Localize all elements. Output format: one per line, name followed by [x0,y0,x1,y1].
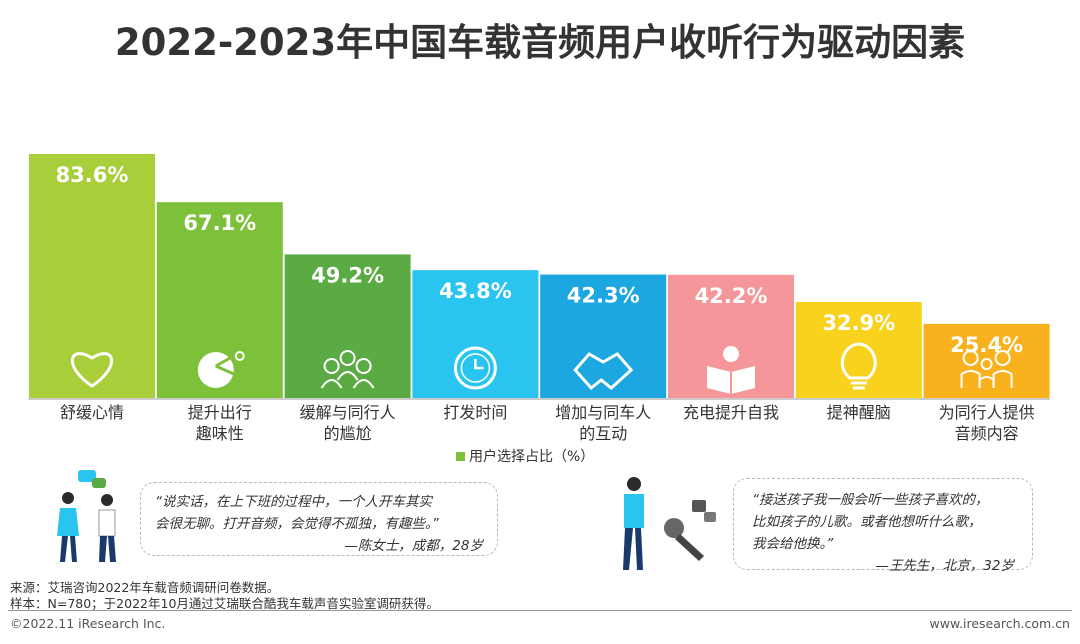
category-label: 提神醒脑 [827,403,891,422]
family-icon [960,350,1013,388]
clock-icon [453,346,497,390]
data-label: 49.2% [311,263,384,287]
data-label: 67.1% [183,211,256,235]
legend-label: 用户选择占比（%） [469,449,595,465]
bulb-icon [840,342,877,390]
quote-signature: —陈女士，成都，28岁 [344,538,483,554]
fun-icon [197,351,245,388]
quote-line: “接送孩子我一般会听一些孩子喜欢的， [752,492,989,508]
chart-title: 2022-2023年中国车载音频用户收听行为驱动因素 [114,21,966,64]
data-label: 42.3% [567,284,640,308]
handshake-icon [573,352,634,391]
category-label: 打发时间 [443,403,507,422]
data-label: 32.9% [822,311,895,335]
chart-legend: 用户选择占比（%） [456,446,594,466]
copyright: ©2022.11 iResearch Inc. [10,616,166,631]
source-note: 来源：艾瑞咨询2022年车载音频调研问卷数据。 [10,580,280,595]
sample-note: 样本：N=780；于2022年10月通过艾瑞联合酷我车载声音实验室调研获得。 [10,596,439,611]
footer-divider [8,610,1072,611]
category-label: 为同行人提供 [939,403,1035,422]
category-label: 的尴尬 [324,424,372,443]
group-icon [320,350,375,389]
category-label: 增加与同车人 [555,403,651,422]
quote-line: “说实话，在上下班的过程中，一个人开车其实 [155,494,432,510]
reading-icon [707,346,755,394]
data-label: 25.4% [950,333,1023,357]
quote-box-2: “接送孩子我一般会听一些孩子喜欢的， 比如孩子的儿歌。或者他想听什么歌， 我会给… [733,478,1033,574]
conversation-illustration [57,470,116,562]
bar [540,274,667,398]
data-label: 43.8% [439,279,512,303]
category-label: 的互动 [579,424,627,443]
data-label: 83.6% [56,163,129,187]
bar [412,270,539,398]
category-label: 缓解与同行人 [300,403,396,422]
data-label: 42.2% [695,284,768,308]
legend-swatch [456,451,465,461]
category-label: 舒缓心情 [60,403,124,422]
category-label: 趣味性 [196,424,244,443]
quote-box-1: “说实话，在上下班的过程中，一个人开车其实 会很无聊。打开音频，会觉得不孤独，有… [140,482,498,556]
category-label: 充电提升自我 [683,403,779,422]
bar [923,323,1050,398]
category-label: 提升出行 [188,403,252,422]
quote-signature: —王先生，北京，32岁 [875,558,1014,574]
bar [29,154,155,398]
bar-chart: 83.6% 67.1% 49.2% 43.8% 42.3% 42.2% 32.9% 25.4%… [28,154,1050,443]
quote-line: 我会给他换。” [752,536,834,552]
quote-line: 比如孩子的儿歌。或者他想听什么歌， [752,514,982,530]
website-link[interactable]: www.iresearch.com.cn [929,616,1071,631]
category-label: 音频内容 [955,424,1019,443]
bar [284,254,411,398]
quote-line: 会很无聊。打开音频，会觉得不孤独，有趣些。” [155,516,439,532]
microphone-illustration [623,477,716,570]
heart-icon [71,352,113,388]
